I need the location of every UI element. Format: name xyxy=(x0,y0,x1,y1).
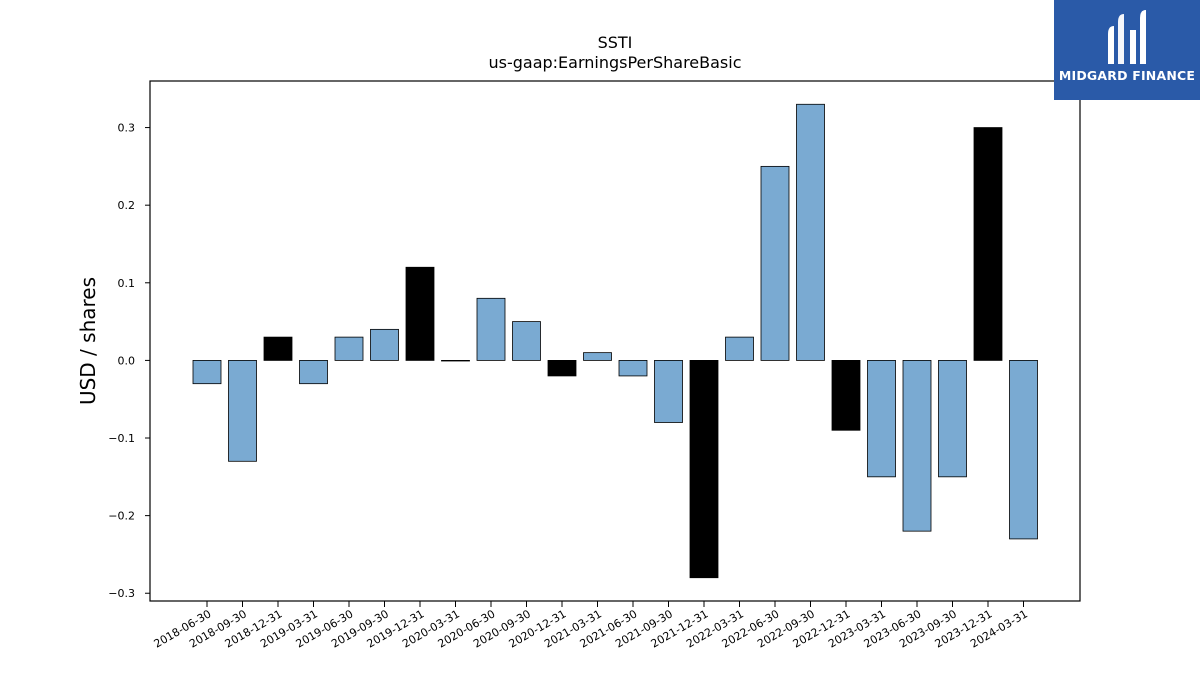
bar-2020-09-30 xyxy=(512,321,541,361)
logo-text: MIDGARD FINANCE xyxy=(1058,68,1196,83)
bar-2019-06-30 xyxy=(334,336,364,361)
y-tick-label: 0.1 xyxy=(118,277,136,290)
bar-2019-09-30 xyxy=(370,328,399,361)
bar-2021-03-31 xyxy=(583,352,612,361)
y-tick-label: −0.1 xyxy=(108,432,135,445)
bar-2021-09-30 xyxy=(654,360,683,423)
y-tick-label: −0.2 xyxy=(108,510,135,523)
bar-2018-06-30 xyxy=(192,360,222,385)
logo-mark-icon xyxy=(1108,10,1146,64)
bar-2020-06-30 xyxy=(476,297,506,361)
chart-subtitle: us-gaap:EarningsPerShareBasic xyxy=(488,53,741,72)
y-axis-label: USD / shares xyxy=(76,277,100,405)
y-tick-label: −0.3 xyxy=(108,587,135,600)
bar-2022-03-31 xyxy=(725,336,754,361)
bar-2020-03-31 xyxy=(441,360,470,362)
midgard-finance-logo: MIDGARD FINANCE xyxy=(1054,0,1200,100)
bar-2021-12-31 xyxy=(689,360,719,579)
bar-2023-06-30 xyxy=(902,360,932,532)
plot-frame xyxy=(149,80,1081,602)
bar-2023-12-31 xyxy=(973,127,1003,361)
y-axis: −0.3 −0.2 −0.1 0.0 0.1 0.2 0.3 xyxy=(108,122,150,600)
bar-2023-09-30 xyxy=(938,360,967,478)
bar-2019-03-31 xyxy=(299,360,328,385)
bar-2022-09-30 xyxy=(796,103,825,361)
bar-2022-12-31 xyxy=(831,360,861,431)
x-axis: 2018-06-302018-09-302018-12-312019-03-31… xyxy=(152,601,1030,651)
y-tick-label: 0.2 xyxy=(118,199,136,212)
bar-2023-03-31 xyxy=(867,360,896,478)
chart-title: SSTI xyxy=(598,33,633,52)
bar-2018-09-30 xyxy=(228,360,257,462)
bar-2020-12-31 xyxy=(547,360,577,377)
y-tick-label: 0.3 xyxy=(118,122,136,135)
bars-group xyxy=(192,103,1038,579)
bar-2018-12-31 xyxy=(263,336,293,361)
bar-2022-06-30 xyxy=(760,165,790,361)
y-tick-label: 0.0 xyxy=(118,354,136,367)
bar-2019-12-31 xyxy=(405,266,435,361)
bar-2021-06-30 xyxy=(618,360,648,377)
bar-2024-03-31 xyxy=(1009,360,1038,540)
